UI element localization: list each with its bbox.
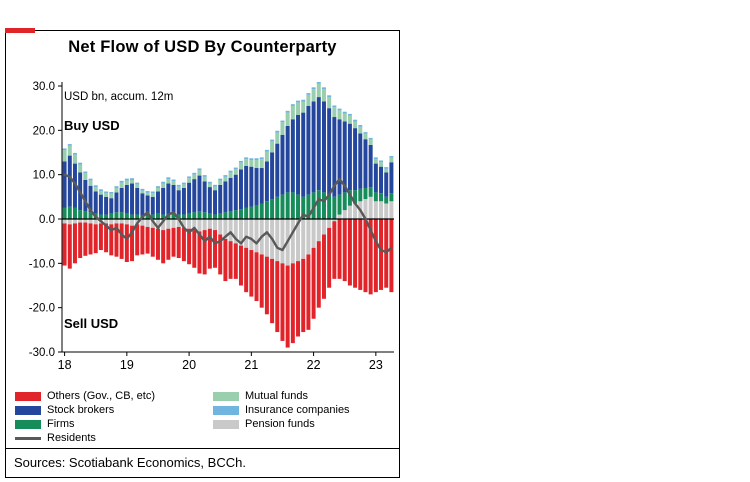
legend-item: Mutual funds: [213, 390, 350, 402]
legend-swatch: [15, 391, 41, 401]
legend-label: Firms: [47, 418, 75, 430]
legend-swatch: [213, 405, 239, 415]
y-tick-label: 10.0: [33, 170, 55, 182]
bars-group: [62, 82, 394, 348]
x-tick-label: 23: [369, 358, 383, 372]
y-tick-label: 0.0: [39, 214, 55, 226]
chart-title: Net Flow of USD By Counterparty: [68, 38, 337, 56]
y-tick-label: -30.0: [29, 347, 55, 359]
accent-bar: [5, 28, 35, 33]
legend-label: Others (Gov., CB, etc): [47, 390, 155, 402]
units-annotation: USD bn, accum. 12m: [64, 91, 174, 103]
x-tick-label: 20: [182, 358, 196, 372]
buy-usd-annotation: Buy USD: [64, 118, 120, 133]
legend-column-2: Mutual funds Insurance companies Pension f…: [213, 390, 350, 432]
legend-label: Residents: [47, 432, 96, 444]
legend-swatch: [15, 419, 41, 429]
legend-label: Mutual funds: [245, 390, 308, 402]
y-tick-label: -20.0: [29, 303, 55, 315]
legend-item: Others (Gov., CB, etc): [15, 390, 155, 402]
sell-usd-annotation: Sell USD: [64, 316, 119, 331]
legend-item: Residents: [15, 432, 155, 444]
legend-item: Pension funds: [213, 418, 350, 430]
legend-column-1: Others (Gov., CB, etc) Stock brokers Firms…: [15, 390, 155, 446]
x-tick-label: 22: [307, 358, 321, 372]
legend-swatch: [15, 405, 41, 415]
y-tick-label: 30.0: [33, 81, 55, 93]
legend-swatch: [15, 436, 41, 440]
chart-svg: 30.0 20.0 10.0 0.0 -10.0 -20.0 -30.018 19 20 21 22…: [29, 81, 394, 372]
legend-item: Firms: [15, 418, 155, 430]
legend-item: Insurance companies: [213, 404, 350, 416]
legend-item: Stock brokers: [15, 404, 155, 416]
legend-swatch: [213, 391, 239, 401]
x-tick-label: 19: [120, 358, 134, 372]
x-tick-label: 18: [58, 358, 72, 372]
legend-label: Pension funds: [245, 418, 315, 430]
y-tick-label: -10.0: [29, 258, 55, 270]
y-tick-label: 20.0: [33, 125, 55, 137]
legend-swatch: [213, 419, 239, 429]
residents-line: [63, 173, 393, 254]
legend-label: Insurance companies: [245, 404, 350, 416]
sources-note: Sources: Scotiabank Economics, BCCh.: [6, 448, 399, 477]
chart-box: Net Flow of USD By Counterparty 30.0 20.0…: [5, 28, 400, 478]
legend-label: Stock brokers: [47, 404, 115, 416]
x-tick-label: 21: [244, 358, 258, 372]
